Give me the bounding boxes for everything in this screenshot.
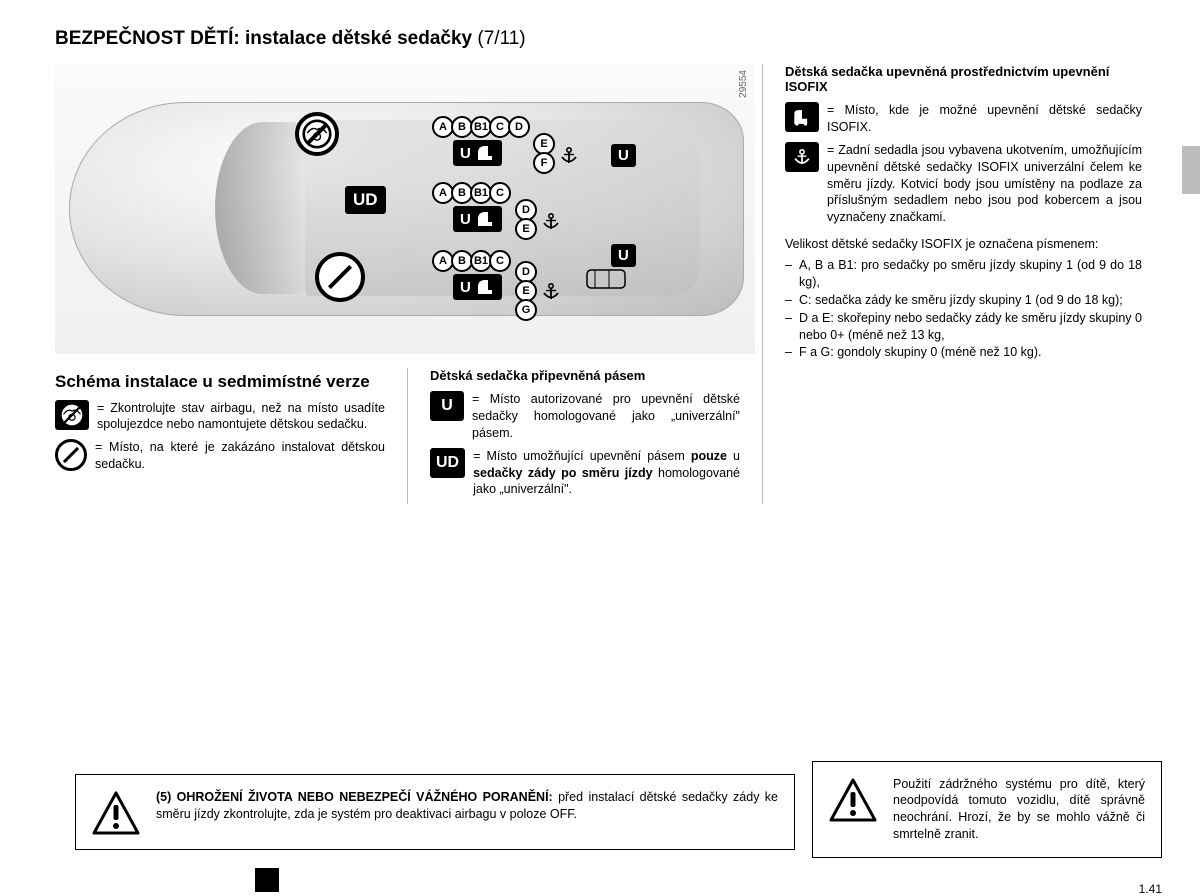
size-row-2: A B B1 C (435, 182, 511, 204)
title-page: (7/11) (477, 28, 525, 49)
forbidden-icon (315, 252, 365, 302)
size-item: A, B a B1: pro sedačky po směru jízdy sk… (785, 257, 1142, 291)
iso2-text: = Zadní sedadla jsou vybavena ukotvením,… (827, 142, 1142, 226)
u-badge-1: U (453, 140, 502, 166)
seat-outline-icon (585, 264, 629, 294)
col1-heading: Schéma instalace u sedmimístné verze (55, 372, 385, 392)
airbag-text: = Zkontrolujte stav airbagu, než na míst… (97, 400, 385, 434)
size-row-1: A B B1 C D (435, 116, 530, 138)
page-title: BEZPEČNOST DĚTÍ: instalace dětské sedačk… (55, 28, 1162, 50)
size-list: A, B a B1: pro sedačky po směru jízdy sk… (785, 257, 1142, 361)
ud-badge: UD (345, 186, 386, 214)
ud-icon: UD (430, 448, 465, 478)
column-3: Dětská sedačka upevněná prostřednictvím … (762, 64, 1142, 504)
airbag-check-icon (55, 400, 89, 430)
airbag-check-icon (295, 112, 339, 156)
column-1: Schéma instalace u sedmimístné verze = Z… (55, 368, 407, 504)
diagram-ref: 29554 (738, 70, 749, 98)
col2-heading: Dětská sedačka připevněná pásem (430, 368, 740, 383)
title-main: BEZPEČNOST DĚTÍ: instalace dětské sedačk… (55, 28, 477, 49)
size-item: C: sedačka zády ke směru jízdy skupiny 1… (785, 292, 1142, 309)
anchor-icon (541, 212, 561, 232)
column-2: Dětská sedačka připevněná pásem U = Míst… (407, 368, 762, 504)
u-icon: U (430, 391, 464, 421)
u-badge-3: U (453, 274, 502, 300)
car-diagram: 29554 UD A B B1 C D U E (55, 64, 755, 354)
diagram-container: 29554 UD A B B1 C D U E (55, 64, 755, 354)
warning-main-text: (5) OHROŽENÍ ŽIVOTA NEBO NEBEZPEČÍ VÁŽNÉ… (156, 789, 778, 823)
anchor-icon (559, 146, 579, 166)
iso1-text: = Místo, kde je možné upevnění dětské se… (827, 102, 1142, 136)
warning-side-text: Použití zádržného systému pro dítě, kter… (893, 776, 1145, 844)
size-item: D a E: skořepiny nebo sedačky zády ke sm… (785, 310, 1142, 344)
side-tab (1182, 146, 1200, 194)
size-intro: Velikost dětské sedačky ISOFIX je označe… (785, 236, 1142, 253)
u-badge-r3a: U (611, 144, 636, 167)
anchor-icon (785, 142, 819, 172)
size-item: F a G: gondoly skupiny 0 (méně než 10 kg… (785, 344, 1142, 361)
forbidden-icon (55, 439, 87, 471)
warning-box-main: (5) OHROŽENÍ ŽIVOTA NEBO NEBEZPEČÍ VÁŽNÉ… (75, 774, 795, 850)
u-text: = Místo autorizované pro upevnění dětské… (472, 391, 740, 442)
bottom-tab (255, 868, 279, 892)
warning-icon (829, 778, 877, 822)
warning-icon (92, 791, 140, 835)
ud-text: = Místo umožňující upevnění pásem pouze … (473, 448, 740, 499)
anchor-icon (541, 282, 561, 302)
isofix-seat-icon (785, 102, 819, 132)
warning-box-side: Použití zádržného systému pro dítě, kter… (812, 761, 1162, 859)
col3-heading: Dětská sedačka upevněná prostřednictvím … (785, 64, 1142, 94)
size-row-3: A B B1 C (435, 250, 511, 272)
page-number: 1.41 (1139, 882, 1162, 896)
forbid-text: = Místo, na které je zakázáno instalovat… (95, 439, 385, 473)
u-badge-2: U (453, 206, 502, 232)
